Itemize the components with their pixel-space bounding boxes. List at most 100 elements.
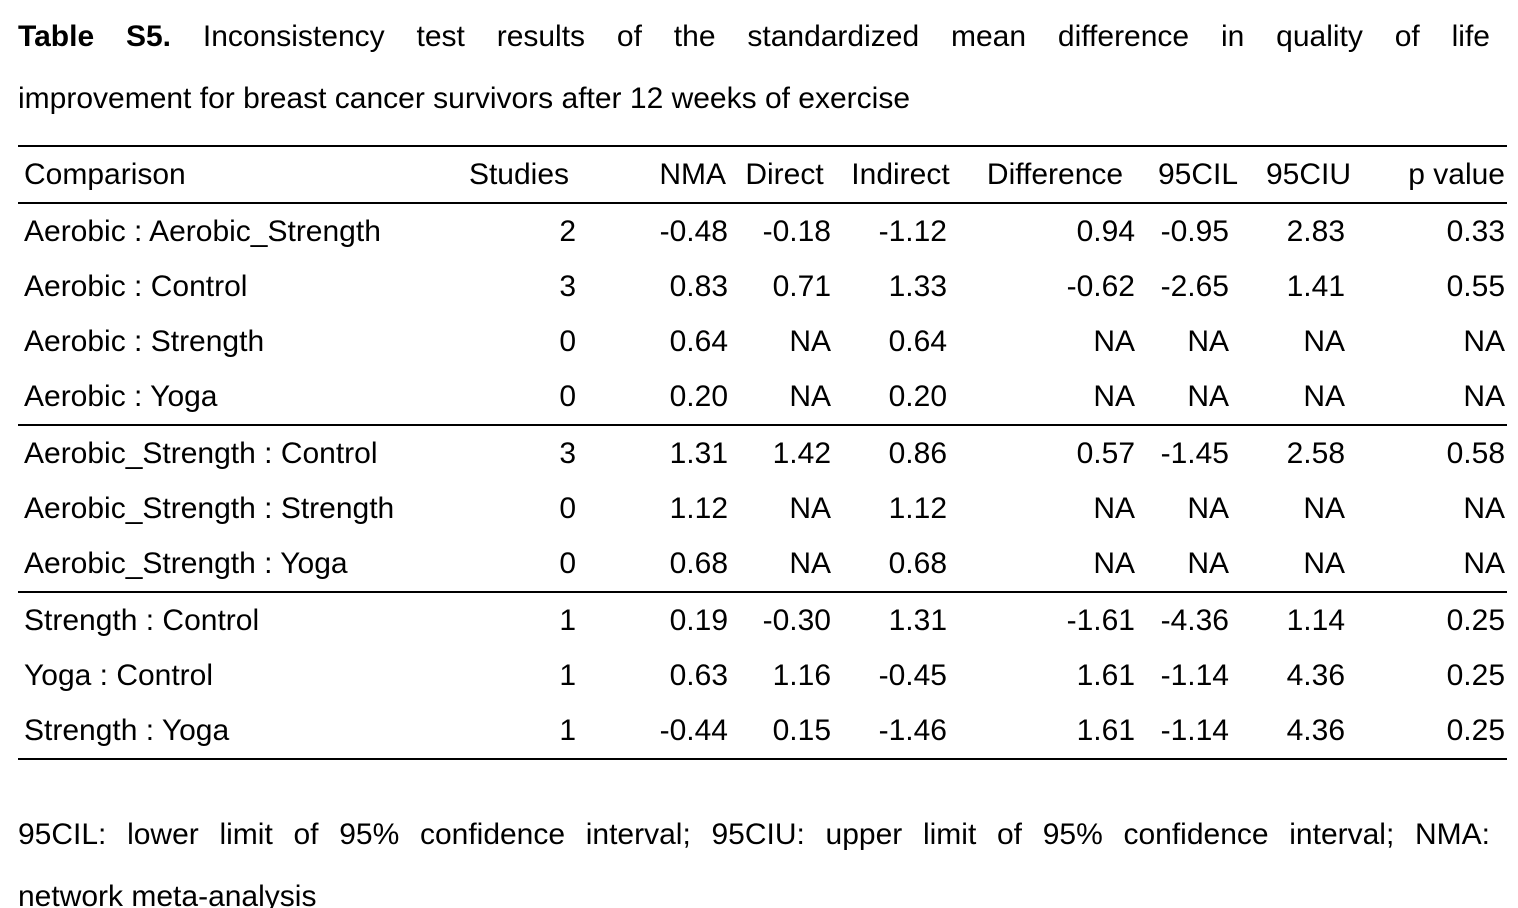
cell-difference: -1.61 [1066, 603, 1135, 637]
cell-indirect: -1.12 [878, 214, 947, 248]
cell-indirect: 1.33 [888, 269, 947, 303]
cell-nma: -0.44 [579, 703, 735, 760]
cell-difference: 0.94 [1076, 214, 1135, 248]
cell-cil95: -1.45 [1160, 436, 1229, 470]
cell-cil95: NA [1187, 324, 1229, 358]
cell-nma: -0.48 [659, 214, 728, 248]
column-header-ciu95: 95CIU [1253, 145, 1364, 204]
cell-ciu95: 1.14 [1286, 603, 1345, 637]
cell-comparison: Aerobic_Strength : Control [24, 436, 378, 470]
cell-difference: -0.62 [1066, 269, 1135, 303]
cell-indirect: 0.86 [888, 436, 947, 470]
cell-direct: NA [735, 369, 834, 426]
cell-studies: 3 [559, 436, 576, 470]
cell-studies: 0 [459, 369, 579, 426]
table-row: Aerobic : Strength 0 0.64 NA 0.64 NA NA NA NA [18, 314, 1507, 369]
cell-direct: 1.42 [772, 436, 831, 470]
cell-comparison: Aerobic_Strength : Yoga [18, 536, 459, 593]
cell-pvalue: NA [1463, 324, 1505, 358]
table-row: Aerobic_Strength : Control 3 1.31 1.42 0.86 0… [18, 425, 1507, 481]
cell-comparison: Aerobic_Strength : Strength [24, 491, 395, 525]
cell-ciu95: 4.36 [1253, 703, 1364, 760]
cell-difference: 1.61 [967, 703, 1143, 760]
table-body: Aerobic : Aerobic_Strength 2 -0.48 -0.18 -1.… [18, 203, 1507, 760]
cell-pvalue: 0.58 [1446, 436, 1505, 470]
column-header-pvalue: p value [1364, 145, 1507, 204]
cell-indirect: -0.45 [878, 658, 947, 692]
column-header-comparison: Comparison [18, 145, 459, 204]
cell-cil95: -4.36 [1160, 603, 1229, 637]
cell-difference: 0.57 [1076, 436, 1135, 470]
cell-indirect: 0.68 [834, 536, 967, 593]
cell-studies: 1 [559, 603, 576, 637]
cell-cil95: -1.14 [1160, 658, 1229, 692]
cell-studies: 2 [559, 214, 576, 248]
table-caption-line2: improvement for breast cancer survivors … [18, 82, 911, 115]
cell-comparison: Yoga : Control [24, 658, 214, 692]
table-row: Aerobic_Strength : Yoga 0 0.68 NA 0.68 NA NA NA… [18, 536, 1507, 593]
table-caption-label: Table S5. [18, 20, 172, 53]
cell-difference: NA [1093, 324, 1135, 358]
cell-direct: 1.16 [772, 658, 831, 692]
cell-direct: -0.30 [762, 603, 831, 637]
cell-ciu95: 4.36 [1286, 658, 1345, 692]
cell-comparison: Aerobic : Strength [24, 324, 265, 358]
cell-indirect: 1.12 [888, 491, 947, 525]
cell-difference: 1.61 [1076, 658, 1135, 692]
cell-direct: NA [789, 324, 831, 358]
column-header-difference: Difference [967, 145, 1143, 204]
cell-nma: 0.20 [579, 369, 735, 426]
cell-pvalue: NA [1364, 536, 1507, 593]
column-header-nma: NMA [579, 145, 735, 204]
cell-studies: 0 [559, 324, 576, 358]
cell-comparison: Strength : Control [24, 603, 260, 637]
header-row: Comparison Studies NMA Direct Indirect Differ… [18, 145, 1507, 204]
cell-indirect: 0.20 [834, 369, 967, 426]
cell-cil95: -0.95 [1160, 214, 1229, 248]
cell-cil95: -2.65 [1160, 269, 1229, 303]
table-row: Aerobic : Control 3 0.83 0.71 1.33 -0.62 -2.65… [18, 259, 1507, 314]
cell-pvalue: 0.25 [1364, 703, 1507, 760]
cell-pvalue: 0.25 [1446, 658, 1505, 692]
cell-difference: NA [967, 536, 1143, 593]
table-footnote-line2: network meta-analysis [18, 880, 317, 908]
cell-nma: 1.12 [669, 491, 728, 525]
cell-comparison: Aerobic : Aerobic_Strength [24, 214, 381, 248]
cell-ciu95: NA [1253, 536, 1364, 593]
cell-pvalue: 0.33 [1446, 214, 1505, 248]
table-row: Strength : Control 1 0.19 -0.30 1.31 -1.61 -4.… [18, 592, 1507, 648]
column-header-indirect: Indirect [834, 145, 967, 204]
cell-cil95: -1.14 [1143, 703, 1253, 760]
cell-pvalue: NA [1364, 369, 1507, 426]
cell-direct: -0.18 [762, 214, 831, 248]
cell-pvalue: 0.55 [1446, 269, 1505, 303]
cell-difference: NA [967, 369, 1143, 426]
table-header: Comparison Studies NMA Direct Indirect Differ… [18, 145, 1507, 204]
cell-ciu95: 2.83 [1286, 214, 1345, 248]
cell-nma: 1.31 [669, 436, 728, 470]
cell-studies: 1 [559, 658, 576, 692]
column-header-cil95: 95CIL [1143, 145, 1253, 204]
table-caption-line1: Table S5. Inconsistency test results of … [18, 6, 1490, 68]
cell-ciu95: 2.58 [1286, 436, 1345, 470]
cell-indirect: 0.64 [888, 324, 947, 358]
cell-cil95: NA [1143, 369, 1253, 426]
table-row: Aerobic : Aerobic_Strength 2 -0.48 -0.18 -1.… [18, 203, 1507, 259]
cell-studies: 0 [559, 491, 576, 525]
cell-nma: 0.68 [579, 536, 735, 593]
table-row: Yoga : Control 1 0.63 1.16 -0.45 1.61 -1.14 4.3… [18, 648, 1507, 703]
cell-difference: NA [1093, 491, 1135, 525]
cell-cil95: NA [1187, 491, 1229, 525]
cell-ciu95: 1.41 [1286, 269, 1345, 303]
cell-nma: 0.19 [669, 603, 728, 637]
table-footnote: 95CIL: lower limit of 95% confidence int… [18, 804, 1490, 908]
cell-comparison: Aerobic : Yoga [18, 369, 459, 426]
cell-direct: NA [735, 536, 834, 593]
cell-nma: 0.83 [669, 269, 728, 303]
cell-ciu95: NA [1303, 324, 1345, 358]
table-row: Strength : Yoga 1 -0.44 0.15 -1.46 1.61 -1.14 4… [18, 703, 1507, 760]
cell-studies: 3 [559, 269, 576, 303]
cell-pvalue: 0.25 [1446, 603, 1505, 637]
inconsistency-results-table: Comparison Studies NMA Direct Indirect Differ… [18, 145, 1507, 760]
